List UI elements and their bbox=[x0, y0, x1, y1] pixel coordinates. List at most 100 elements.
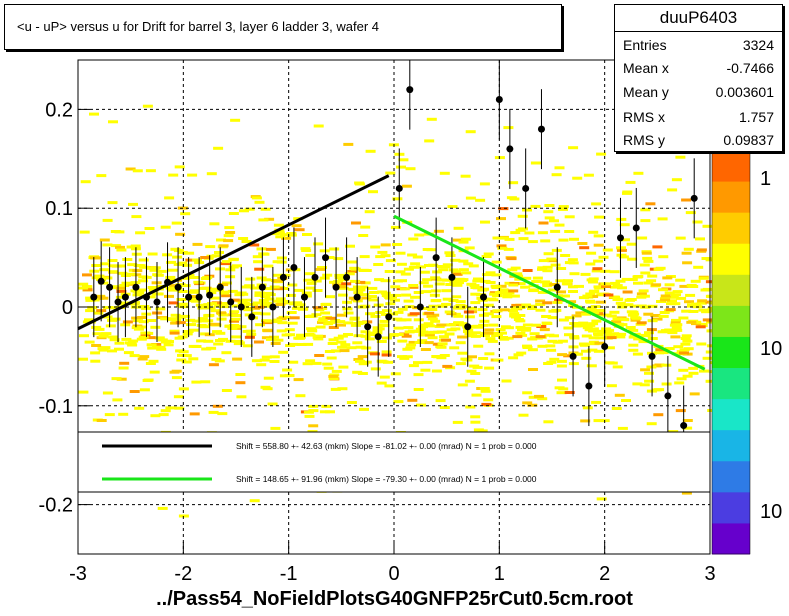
heat-cell bbox=[375, 255, 386, 259]
heat-cell bbox=[630, 318, 641, 322]
heat-cell bbox=[589, 311, 600, 315]
heat-cell bbox=[251, 196, 262, 200]
heat-cell bbox=[93, 311, 104, 315]
heat-cell bbox=[84, 340, 95, 344]
heat-cell bbox=[617, 286, 627, 290]
heat-cell bbox=[209, 296, 220, 300]
color-band bbox=[712, 460, 750, 493]
heat-cell bbox=[705, 379, 716, 383]
heat-cell bbox=[156, 269, 167, 273]
heat-cell bbox=[658, 288, 668, 292]
heat-cell bbox=[644, 371, 654, 375]
heat-cell bbox=[564, 316, 575, 320]
heat-cell bbox=[702, 224, 713, 228]
heat-cell bbox=[189, 289, 200, 293]
heat-cell bbox=[322, 273, 333, 277]
heat-cell bbox=[483, 331, 494, 335]
heat-cell bbox=[372, 329, 383, 333]
heat-cell bbox=[112, 398, 123, 402]
profile-point bbox=[374, 333, 382, 341]
heat-cell bbox=[627, 313, 638, 317]
profile-point bbox=[227, 298, 235, 306]
heat-cell bbox=[455, 341, 466, 345]
heat-cell bbox=[612, 284, 623, 288]
heat-cell bbox=[568, 146, 579, 150]
heat-cell bbox=[657, 330, 668, 334]
profile-point bbox=[664, 392, 672, 400]
heat-cell bbox=[180, 276, 190, 280]
heat-cell bbox=[510, 266, 521, 270]
heat-cell bbox=[156, 347, 167, 351]
heat-cell bbox=[640, 368, 651, 372]
heat-cell bbox=[305, 359, 316, 363]
heat-cell bbox=[130, 301, 140, 305]
heat-cell bbox=[662, 276, 673, 280]
heat-cell bbox=[481, 255, 492, 258]
heat-cell bbox=[128, 339, 139, 343]
heat-cell bbox=[390, 298, 400, 302]
heat-cell bbox=[585, 299, 595, 303]
heat-cell bbox=[537, 397, 548, 401]
heat-cell bbox=[581, 312, 592, 316]
heat-cell bbox=[114, 341, 125, 345]
heat-cell bbox=[239, 302, 250, 305]
heat-cell bbox=[79, 230, 90, 234]
heat-cell bbox=[279, 299, 290, 303]
heat-cell bbox=[645, 202, 656, 206]
heat-cell bbox=[521, 327, 532, 330]
heat-cell bbox=[298, 307, 309, 311]
heat-cell bbox=[651, 283, 662, 287]
heat-cell bbox=[317, 319, 328, 323]
profile-point bbox=[601, 343, 609, 351]
heat-cell bbox=[313, 306, 323, 310]
heat-cell bbox=[360, 330, 371, 334]
heat-cell bbox=[308, 409, 319, 413]
heat-cell bbox=[543, 210, 554, 214]
heat-cell bbox=[702, 287, 713, 291]
heat-cell bbox=[358, 234, 369, 237]
profile-point bbox=[480, 293, 488, 301]
heat-cell bbox=[350, 323, 361, 327]
heat-cell bbox=[501, 379, 512, 383]
heat-cell bbox=[676, 377, 687, 381]
heat-cell bbox=[99, 268, 110, 272]
heat-cell bbox=[457, 351, 468, 355]
heat-cell bbox=[231, 335, 242, 339]
heat-cell bbox=[468, 264, 479, 268]
heat-cell bbox=[639, 263, 650, 267]
heat-cell bbox=[142, 379, 153, 382]
heat-cell bbox=[381, 312, 391, 316]
heat-cell bbox=[191, 299, 201, 303]
heat-cell bbox=[593, 333, 604, 337]
heat-cell bbox=[219, 291, 230, 295]
heat-cell bbox=[173, 262, 184, 266]
heat-cell bbox=[276, 260, 287, 264]
heat-cell bbox=[325, 316, 336, 320]
profile-point bbox=[537, 125, 545, 133]
heat-cell bbox=[588, 336, 599, 340]
heat-cell bbox=[447, 205, 458, 209]
heat-cell bbox=[628, 348, 639, 352]
heat-cell bbox=[296, 343, 307, 346]
heat-cell bbox=[595, 336, 606, 340]
heat-cell bbox=[601, 285, 611, 288]
heat-cell bbox=[121, 281, 132, 285]
heat-cell bbox=[621, 277, 632, 281]
heat-cell bbox=[205, 245, 216, 249]
heat-cell bbox=[578, 342, 589, 346]
heat-cell bbox=[368, 298, 379, 302]
heat-cell bbox=[241, 240, 252, 243]
color-band bbox=[712, 522, 750, 555]
heat-cell bbox=[170, 247, 181, 251]
heat-cell bbox=[196, 323, 207, 327]
heat-cell bbox=[564, 215, 575, 219]
heat-cell bbox=[91, 344, 102, 347]
heat-cell bbox=[591, 319, 602, 323]
fit-line bbox=[77, 174, 390, 331]
heat-cell bbox=[638, 289, 649, 293]
heat-cell bbox=[236, 395, 247, 399]
heat-cell bbox=[556, 359, 567, 363]
heat-cell bbox=[445, 283, 456, 286]
heat-cell bbox=[424, 311, 435, 315]
heat-cell bbox=[360, 281, 371, 285]
